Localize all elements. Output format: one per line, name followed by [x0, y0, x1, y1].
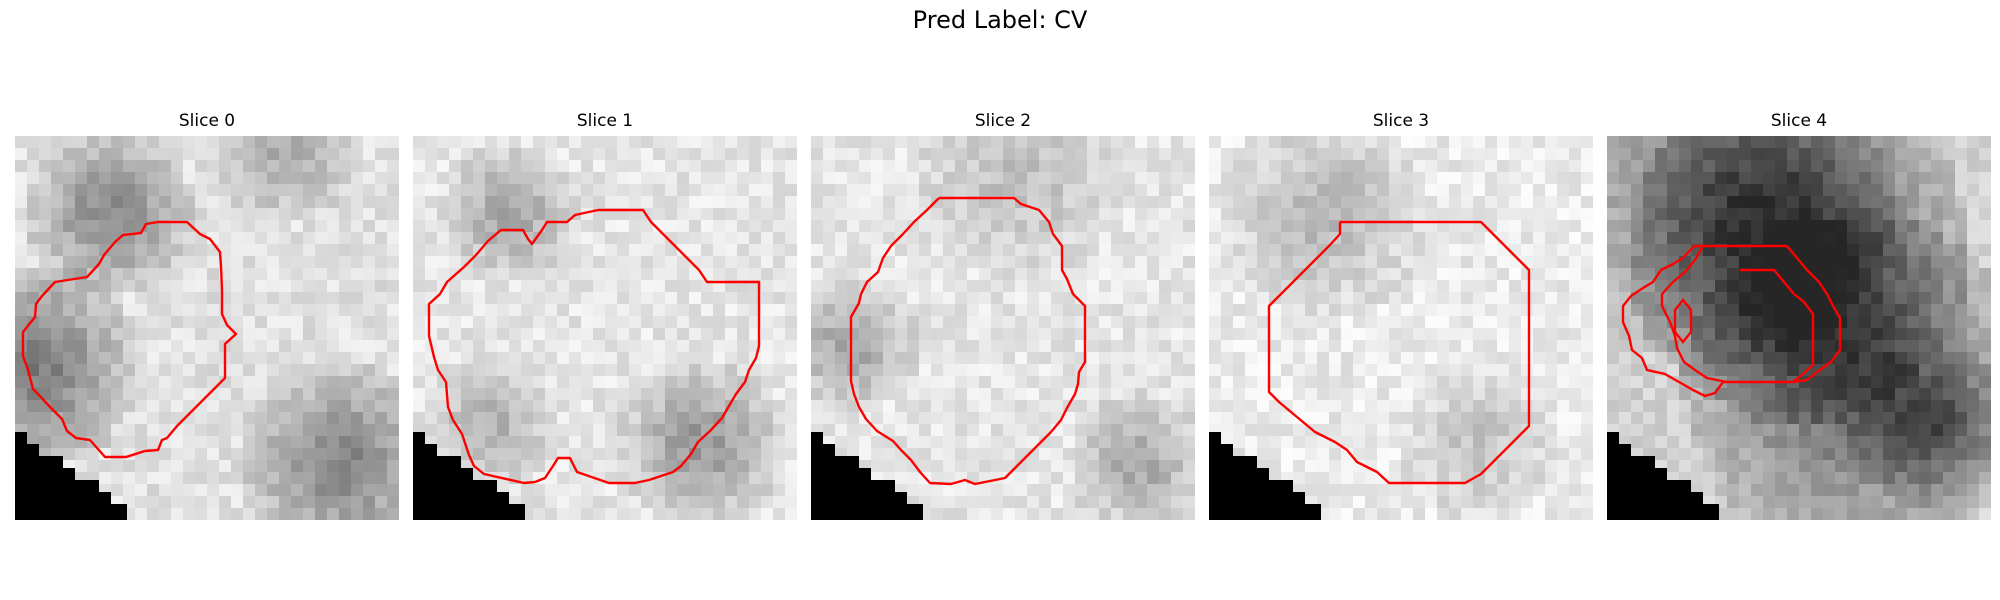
slice-panel-1: Slice 1 [413, 108, 797, 520]
slice-title-0: Slice 0 [178, 111, 236, 131]
figure-title: Pred Label: CV [912, 6, 1088, 34]
slice-panel-0: Slice 0 [15, 108, 399, 520]
contour-2 [849, 196, 1087, 486]
slice-image-3 [1209, 136, 1593, 520]
contour-4 [1621, 244, 1842, 398]
small-contour-4 [1673, 298, 1693, 344]
contour-0 [21, 220, 238, 459]
slice-title-1: Slice 1 [576, 111, 634, 131]
contour-1 [427, 208, 761, 485]
contour-3 [1267, 220, 1531, 485]
slice-image-4 [1607, 136, 1991, 520]
slice-pixels-3 [1209, 136, 1593, 520]
slice-pixels-1 [413, 136, 797, 520]
background-corner-3 [1209, 432, 1321, 520]
background-corner-1 [413, 432, 525, 520]
background-corner-4 [1607, 432, 1719, 520]
background-corner-2 [811, 432, 923, 520]
slice-title-2: Slice 2 [974, 111, 1032, 131]
background-corner-0 [15, 432, 127, 520]
slice-panel-2: Slice 2 [811, 108, 1195, 520]
slice-image-2 [811, 136, 1195, 520]
slice-pixels-2 [811, 136, 1195, 520]
slice-panel-3: Slice 3 [1209, 108, 1593, 520]
slice-panel-4: Slice 4 [1607, 108, 1991, 520]
slice-title-3: Slice 3 [1372, 111, 1430, 131]
slice-pixels-4 [1607, 136, 1991, 520]
slice-image-1 [413, 136, 797, 520]
slice-title-4: Slice 4 [1770, 111, 1828, 131]
slice-image-0 [15, 136, 399, 520]
slice-pixels-0 [15, 136, 399, 520]
